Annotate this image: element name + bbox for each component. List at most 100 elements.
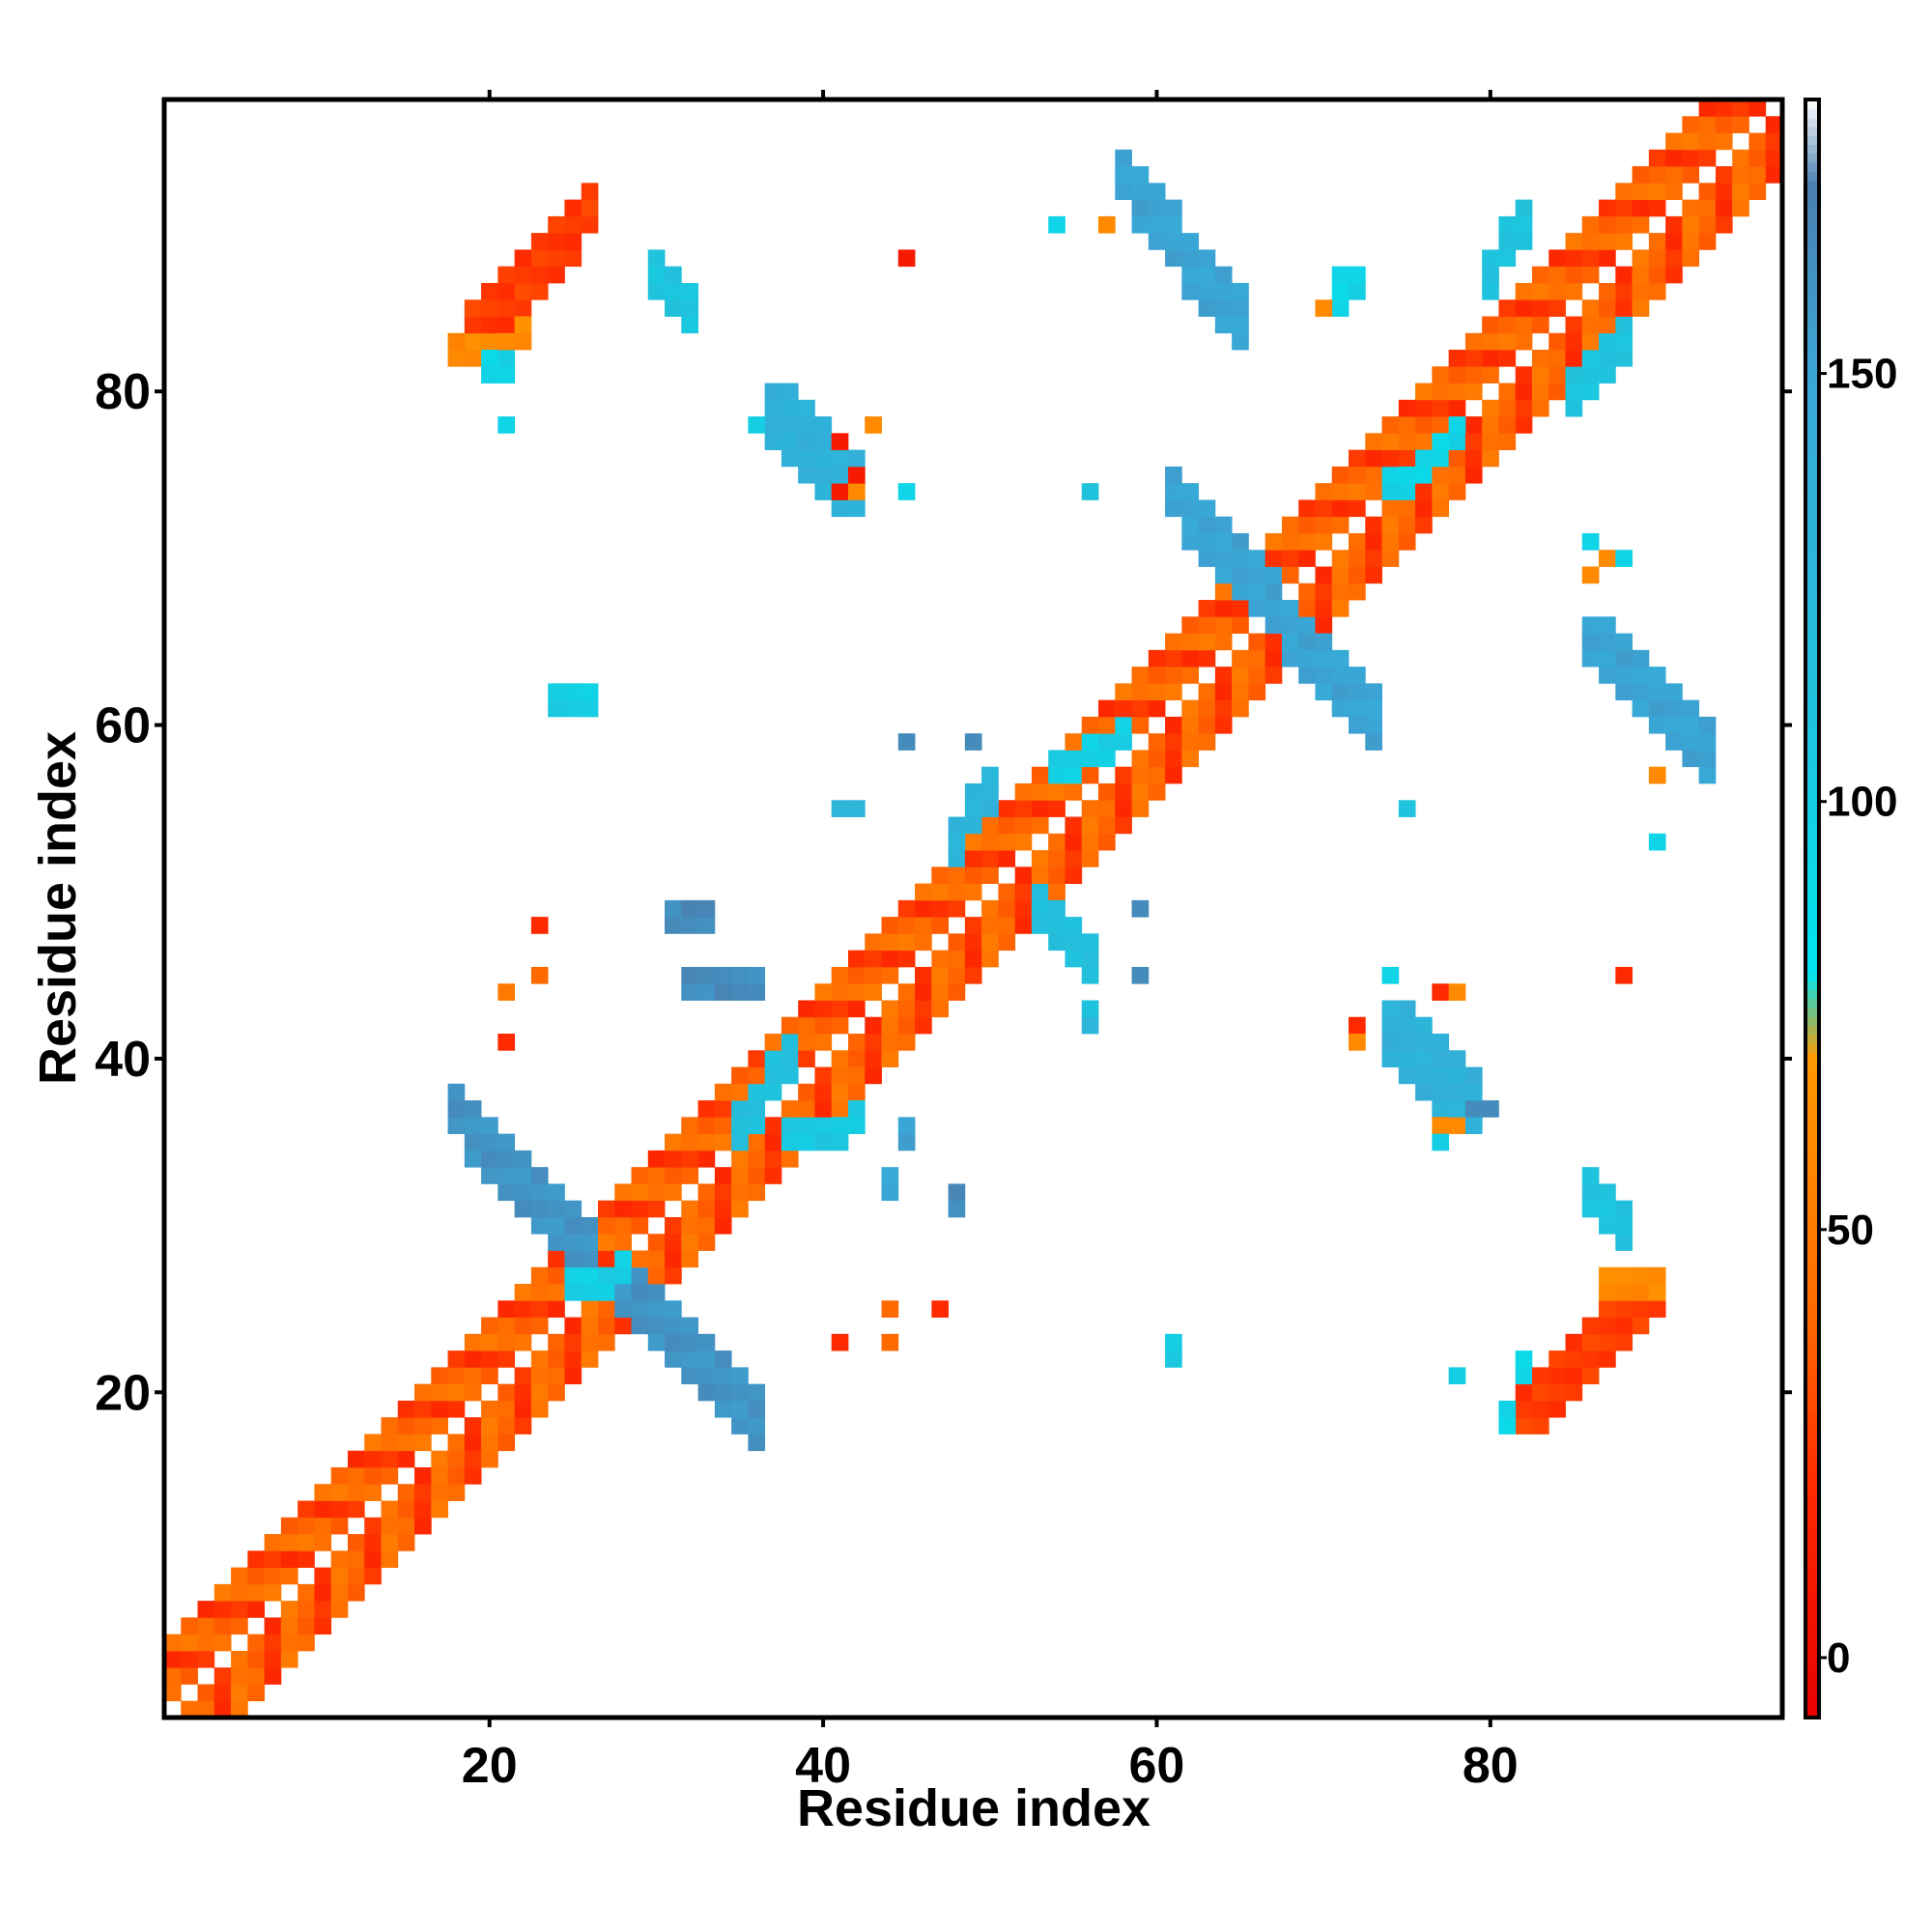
heatmap-cell (1349, 266, 1366, 284)
colorbar-segment (1805, 242, 1819, 253)
heatmap-cell (314, 1534, 332, 1551)
heatmap-cell (314, 1567, 332, 1585)
heatmap-cell (397, 1434, 415, 1452)
heatmap-cell (915, 917, 932, 934)
colorbar-segment (1805, 225, 1819, 236)
heatmap-cell (530, 1200, 549, 1218)
heatmap-cell (1432, 466, 1450, 484)
heatmap-cell (364, 1550, 382, 1568)
heatmap-cell (1665, 716, 1683, 734)
colorbar-segment (1805, 656, 1819, 667)
heatmap-cell (1565, 1350, 1583, 1368)
heatmap-cell (1198, 600, 1216, 617)
heatmap-cell (264, 1567, 282, 1585)
heatmap-cell (897, 899, 916, 918)
heatmap-cell (1281, 616, 1299, 634)
heatmap-cell (1615, 183, 1633, 201)
heatmap-cell (897, 983, 916, 1001)
heatmap-cell (213, 1601, 232, 1618)
heatmap-cell (1648, 199, 1666, 217)
heatmap-cell (764, 1034, 782, 1051)
heatmap-cell (298, 1583, 315, 1602)
heatmap-cell (497, 1133, 516, 1151)
heatmap-cell (1415, 433, 1433, 451)
heatmap-cell (1048, 833, 1065, 851)
heatmap-cell (748, 416, 766, 434)
heatmap-cell (1548, 366, 1566, 384)
heatmap-cell (964, 966, 982, 984)
heatmap-cell (1165, 667, 1182, 684)
heatmap-cell (597, 1317, 615, 1335)
heatmap-cell (464, 1133, 482, 1151)
heatmap-cell (1264, 582, 1283, 601)
heatmap-cell (1464, 332, 1483, 351)
heatmap-cell (481, 282, 498, 300)
heatmap-cell (1565, 266, 1583, 284)
heatmap-cell (381, 1417, 399, 1435)
heatmap-cell (1565, 366, 1583, 384)
heatmap-cell (1165, 233, 1182, 250)
colorbar-segment (1805, 818, 1819, 829)
heatmap-cell (1331, 649, 1350, 668)
heatmap-cell (731, 1150, 749, 1168)
heatmap-cell (897, 1117, 916, 1135)
heatmap-cell (548, 1300, 565, 1318)
heatmap-cell (1331, 566, 1350, 584)
heatmap-cell (197, 1684, 215, 1702)
heatmap-cell (1448, 433, 1466, 451)
heatmap-cell (514, 1383, 532, 1402)
heatmap-cell (1581, 299, 1600, 317)
heatmap-cell (1581, 1350, 1600, 1368)
heatmap-cell (1448, 350, 1466, 367)
heatmap-cell (781, 1034, 799, 1051)
heatmap-cell (1665, 149, 1683, 167)
heatmap-cell (497, 1350, 516, 1368)
heatmap-cell (1632, 1300, 1650, 1318)
heatmap-cell (1665, 183, 1683, 201)
heatmap-cell (931, 983, 949, 1001)
heatmap-cell (1048, 850, 1065, 867)
colorbar-segment (1805, 306, 1819, 316)
heatmap-cell (881, 1034, 899, 1051)
heatmap-cell (1498, 299, 1517, 317)
heatmap-cell (164, 1650, 182, 1668)
heatmap-cell (1581, 566, 1600, 584)
heatmap-cell (231, 1583, 248, 1602)
heatmap-cell (280, 1534, 298, 1551)
heatmap-cell (481, 1117, 498, 1135)
heatmap-cell (1432, 449, 1450, 468)
heatmap-cell (530, 1350, 549, 1368)
heatmap-cell (1232, 550, 1249, 567)
heatmap-cell (548, 1350, 565, 1368)
heatmap-cell (748, 1434, 766, 1452)
heatmap-cell (748, 983, 766, 1001)
heatmap-cell (497, 1034, 516, 1051)
heatmap-cell (714, 1200, 732, 1218)
heatmap-cell (514, 332, 532, 351)
heatmap-cell (464, 1350, 482, 1368)
heatmap-cell (697, 983, 716, 1001)
heatmap-cell (1349, 532, 1366, 551)
heatmap-cell (731, 1100, 749, 1118)
heatmap-cell (831, 1100, 849, 1118)
heatmap-cell (897, 1016, 916, 1035)
colorbar-segment (1805, 710, 1819, 721)
heatmap-cell (915, 899, 932, 918)
colorbar-segment (1805, 1096, 1819, 1107)
heatmap-cell (1315, 499, 1333, 518)
heatmap-cell (1615, 966, 1633, 984)
heatmap-cell (264, 1583, 282, 1602)
heatmap-cell (1581, 316, 1600, 334)
heatmap-cell (548, 266, 565, 284)
heatmap-cell (847, 1083, 866, 1101)
heatmap-cell (681, 1216, 698, 1235)
heatmap-cell (581, 1317, 599, 1335)
heatmap-cell (1682, 249, 1700, 268)
heatmap-cell (647, 1284, 666, 1301)
heatmap-cell (481, 299, 498, 317)
heatmap-cell (514, 249, 532, 268)
heatmap-cell (1448, 466, 1466, 484)
heatmap-cell (847, 800, 866, 817)
heatmap-cell (1214, 582, 1233, 601)
heatmap-cell (1065, 833, 1083, 851)
